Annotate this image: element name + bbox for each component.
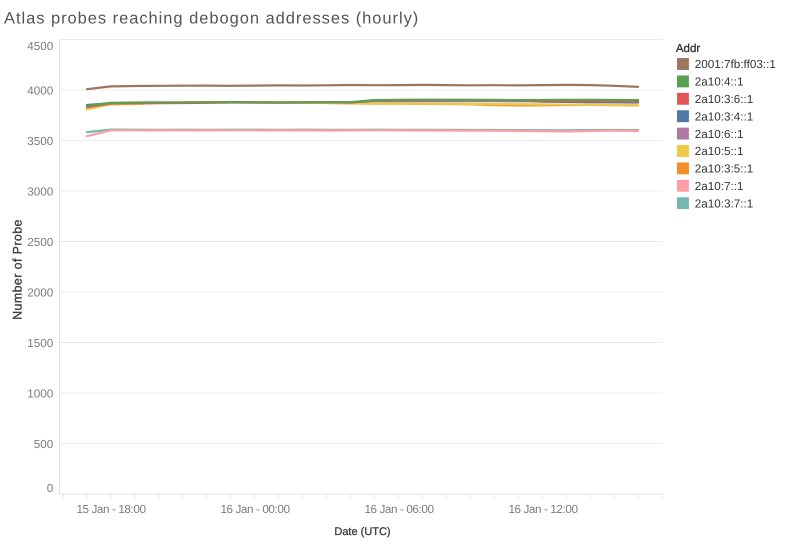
svg-text:4500: 4500 [27, 40, 54, 53]
svg-text:Number of Probe: Number of Probe [10, 219, 24, 320]
svg-text:16 Jan - 00:00: 16 Jan - 00:00 [220, 503, 290, 516]
svg-text:1500: 1500 [27, 337, 54, 350]
svg-text:2001:7fb:ff03::1: 2001:7fb:ff03::1 [695, 58, 776, 71]
svg-text:500: 500 [34, 438, 54, 451]
svg-text:2a10:6::1: 2a10:6::1 [695, 128, 744, 141]
svg-text:2500: 2500 [27, 236, 54, 249]
svg-text:1000: 1000 [27, 387, 54, 400]
svg-text:2a10:7::1: 2a10:7::1 [695, 180, 744, 193]
svg-text:2a10:3:7::1: 2a10:3:7::1 [695, 197, 754, 210]
svg-text:2a10:3:4::1: 2a10:3:4::1 [695, 110, 754, 123]
svg-text:2a10:5::1: 2a10:5::1 [695, 145, 744, 158]
svg-text:2a10:3:6::1: 2a10:3:6::1 [695, 93, 754, 106]
svg-text:2a10:4::1: 2a10:4::1 [695, 76, 744, 89]
svg-text:15 Jan - 18:00: 15 Jan - 18:00 [76, 503, 146, 516]
svg-text:0: 0 [47, 482, 54, 495]
svg-text:2a10:3:5::1: 2a10:3:5::1 [695, 163, 754, 176]
svg-text:2000: 2000 [27, 286, 54, 299]
svg-text:16 Jan - 06:00: 16 Jan - 06:00 [364, 503, 434, 516]
svg-text:3000: 3000 [27, 185, 54, 198]
svg-text:Date (UTC): Date (UTC) [334, 526, 390, 538]
svg-text:3500: 3500 [27, 135, 54, 148]
svg-text:Addr: Addr [676, 43, 700, 55]
svg-text:4000: 4000 [27, 84, 54, 97]
svg-text:Atlas probes reaching debogon: Atlas probes reaching debogon addresses … [4, 10, 419, 28]
svg-text:16 Jan - 12:00: 16 Jan - 12:00 [508, 503, 578, 516]
